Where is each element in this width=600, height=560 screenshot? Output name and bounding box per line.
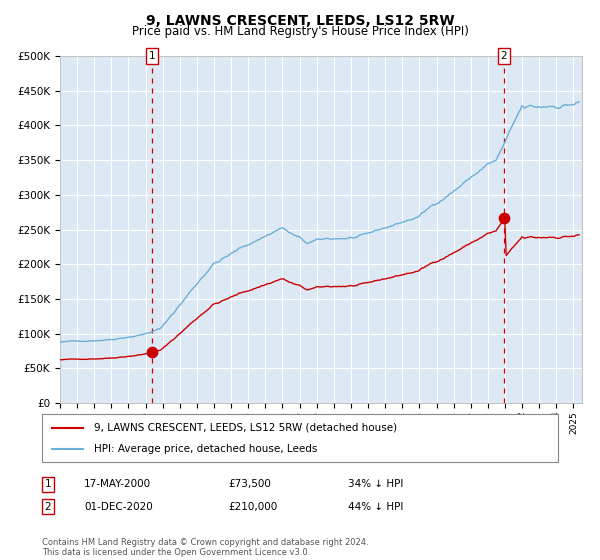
Text: 1: 1: [44, 479, 52, 489]
FancyBboxPatch shape: [42, 414, 558, 462]
Text: 9, LAWNS CRESCENT, LEEDS, LS12 5RW (detached house): 9, LAWNS CRESCENT, LEEDS, LS12 5RW (deta…: [94, 423, 397, 433]
Text: £73,500: £73,500: [228, 479, 271, 489]
Text: 2: 2: [500, 51, 507, 61]
Text: 34% ↓ HPI: 34% ↓ HPI: [348, 479, 403, 489]
Text: 2: 2: [44, 502, 52, 512]
Text: £210,000: £210,000: [228, 502, 277, 512]
Text: 9, LAWNS CRESCENT, LEEDS, LS12 5RW: 9, LAWNS CRESCENT, LEEDS, LS12 5RW: [146, 14, 454, 28]
Text: 01-DEC-2020: 01-DEC-2020: [84, 502, 153, 512]
Text: 44% ↓ HPI: 44% ↓ HPI: [348, 502, 403, 512]
Text: Price paid vs. HM Land Registry's House Price Index (HPI): Price paid vs. HM Land Registry's House …: [131, 25, 469, 38]
Text: 1: 1: [149, 51, 155, 61]
Text: HPI: Average price, detached house, Leeds: HPI: Average price, detached house, Leed…: [94, 444, 317, 454]
Text: 17-MAY-2000: 17-MAY-2000: [84, 479, 151, 489]
Point: [147, 348, 157, 357]
Text: Contains HM Land Registry data © Crown copyright and database right 2024.
This d: Contains HM Land Registry data © Crown c…: [42, 538, 368, 557]
Point: [499, 214, 508, 223]
